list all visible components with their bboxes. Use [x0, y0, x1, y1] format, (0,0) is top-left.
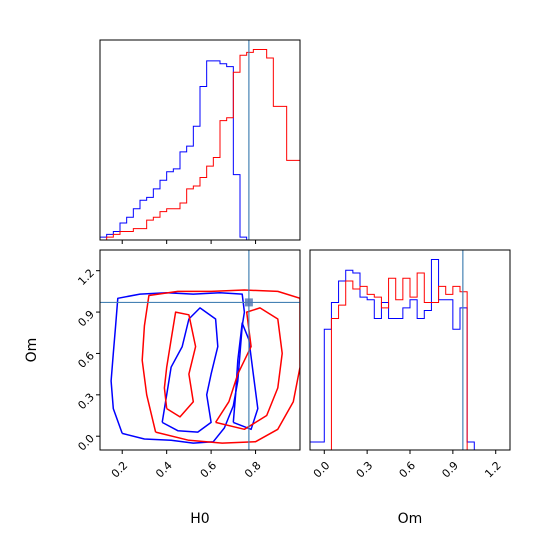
contour-xtick-label: 0.8 — [242, 459, 264, 481]
contour-series-1-level-1 — [214, 307, 283, 431]
hist-Om-series-1-step — [310, 272, 482, 450]
contour-series-1-level-0 — [141, 289, 300, 444]
histogram-om-panel: 0.0 0.3 0.6 0.9 1.2 Om — [309, 249, 511, 527]
hist-om-xtick-label: 0.0 — [311, 459, 333, 481]
contour-series-1-level-2 — [163, 311, 197, 418]
contour-ytick-label: 0.3 — [75, 391, 97, 413]
contour-ytick-label: 1.2 — [75, 266, 97, 288]
hist-om-xtick-label: 0.3 — [354, 459, 376, 481]
x-axis-label-h0: H0 — [190, 511, 209, 527]
hist-om-xtick-label: 1.2 — [482, 459, 504, 481]
contour-frame — [99, 249, 301, 451]
y-axis-label-om: Om — [24, 338, 40, 363]
contour-ytick-label: 0.0 — [75, 432, 97, 454]
hist-om-xtick-label: 0.9 — [439, 459, 461, 481]
histogram-h0-panel — [99, 39, 301, 244]
contour-h0-om-panel: 0.2 0.4 0.6 0.8 0.0 0.3 0.6 0.9 1.2 H0 Om — [24, 249, 301, 527]
hist-om-xtick-label: 0.6 — [397, 459, 419, 481]
hist-Om-series-0-step — [310, 259, 482, 450]
truth-marker — [244, 298, 253, 307]
contour-xtick-label: 0.2 — [109, 459, 131, 481]
contour-series-0-level-0 — [110, 292, 246, 444]
hist-H0-series-1-step — [100, 49, 300, 240]
hist-H0-series-0-step — [100, 60, 300, 240]
histogram-h0-frame — [99, 39, 301, 241]
contour-xtick-label: 0.6 — [198, 459, 220, 481]
contour-ytick-label: 0.9 — [75, 308, 97, 330]
contour-ytick-label: 0.6 — [75, 349, 97, 371]
contour-xtick-label: 0.4 — [153, 459, 175, 481]
contour-series-0-level-1 — [161, 307, 219, 433]
x-axis-label-om: Om — [398, 511, 423, 527]
